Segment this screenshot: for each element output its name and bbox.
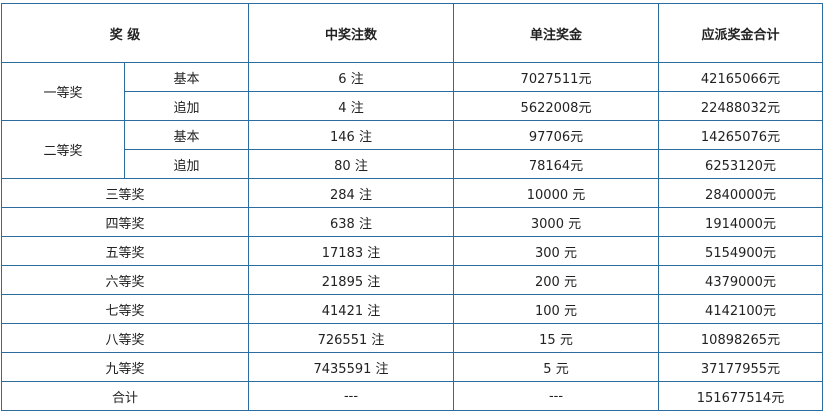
total-row: 合计 --- --- 151677514元 [1, 381, 823, 411]
header-level: 奖 级 [1, 3, 249, 63]
winning-count: 41421 注 [248, 294, 454, 324]
total-prize: 151677514元 [658, 381, 823, 411]
winning-count: 638 注 [248, 207, 454, 237]
winning-count: 726551 注 [248, 323, 454, 353]
winning-count: 80 注 [248, 149, 454, 179]
prize-level: 七等奖 [1, 294, 249, 324]
table-row: 一等奖 基本 6 注 7027511元 42165066元 [1, 62, 823, 121]
table-row: 八等奖 726551 注 15 元 10898265元 [1, 323, 823, 353]
unit-prize: --- [453, 381, 659, 411]
total-prize: 14265076元 [658, 120, 823, 150]
table-row: 追加 80 注 78164元 6253120元 [2, 149, 823, 179]
header-total: 应派奖金合计 [658, 3, 823, 63]
unit-prize: 3000 元 [453, 207, 659, 237]
total-prize: 42165066元 [658, 62, 823, 92]
winning-count: 7435591 注 [248, 352, 454, 382]
unit-prize: 300 元 [453, 236, 659, 266]
winning-count: 284 注 [248, 178, 454, 208]
table-row: 二等奖 基本 146 注 97706元 14265076元 [1, 120, 823, 179]
unit-prize: 5 元 [453, 352, 659, 382]
table-row: 四等奖 638 注 3000 元 1914000元 [1, 207, 823, 237]
table-row: 三等奖 284 注 10000 元 2840000元 [1, 178, 823, 208]
total-prize: 4142100元 [658, 294, 823, 324]
total-prize: 1914000元 [658, 207, 823, 237]
prize-level: 一等奖 [1, 62, 125, 121]
unit-prize: 10000 元 [453, 178, 659, 208]
header-count: 中奖注数 [248, 3, 454, 63]
total-prize: 37177955元 [658, 352, 823, 382]
unit-prize: 78164元 [453, 149, 659, 179]
prize-level: 二等奖 [1, 120, 125, 179]
prize-level: 合计 [1, 381, 249, 411]
unit-prize: 100 元 [453, 294, 659, 324]
total-prize: 4379000元 [658, 265, 823, 295]
unit-prize: 5622008元 [453, 91, 659, 121]
winning-count: 17183 注 [248, 236, 454, 266]
unit-prize: 97706元 [453, 120, 659, 150]
table-row: 七等奖 41421 注 100 元 4142100元 [1, 294, 823, 324]
winning-count: --- [248, 381, 454, 411]
table-row: 五等奖 17183 注 300 元 5154900元 [1, 236, 823, 266]
table-row: 追加 4 注 5622008元 22488032元 [2, 91, 823, 121]
table-row: 六等奖 21895 注 200 元 4379000元 [1, 265, 823, 295]
prize-level: 六等奖 [1, 265, 249, 295]
prize-sublevel: 追加 [124, 149, 249, 179]
header-row: 奖 级 中奖注数 单注奖金 应派奖金合计 [1, 3, 823, 63]
total-prize: 5154900元 [658, 236, 823, 266]
prize-level: 五等奖 [1, 236, 249, 266]
winning-count: 6 注 [248, 62, 454, 92]
total-prize: 2840000元 [658, 178, 823, 208]
prize-level: 四等奖 [1, 207, 249, 237]
prize-sublevel: 基本 [124, 62, 249, 92]
unit-prize: 7027511元 [453, 62, 659, 92]
total-prize: 10898265元 [658, 323, 823, 353]
winning-count: 21895 注 [248, 265, 454, 295]
header-unit-prize: 单注奖金 [453, 3, 659, 63]
prize-level: 三等奖 [1, 178, 249, 208]
prize-level: 八等奖 [1, 323, 249, 353]
winning-count: 146 注 [248, 120, 454, 150]
unit-prize: 15 元 [453, 323, 659, 353]
prize-table: 奖 级 中奖注数 单注奖金 应派奖金合计 一等奖 基本 6 注 7027511元 421… [1, 3, 823, 411]
prize-level: 九等奖 [1, 352, 249, 382]
total-prize: 6253120元 [658, 149, 823, 179]
prize-sublevel: 基本 [124, 120, 249, 150]
winning-count: 4 注 [248, 91, 454, 121]
prize-sublevel: 追加 [124, 91, 249, 121]
total-prize: 22488032元 [658, 91, 823, 121]
unit-prize: 200 元 [453, 265, 659, 295]
